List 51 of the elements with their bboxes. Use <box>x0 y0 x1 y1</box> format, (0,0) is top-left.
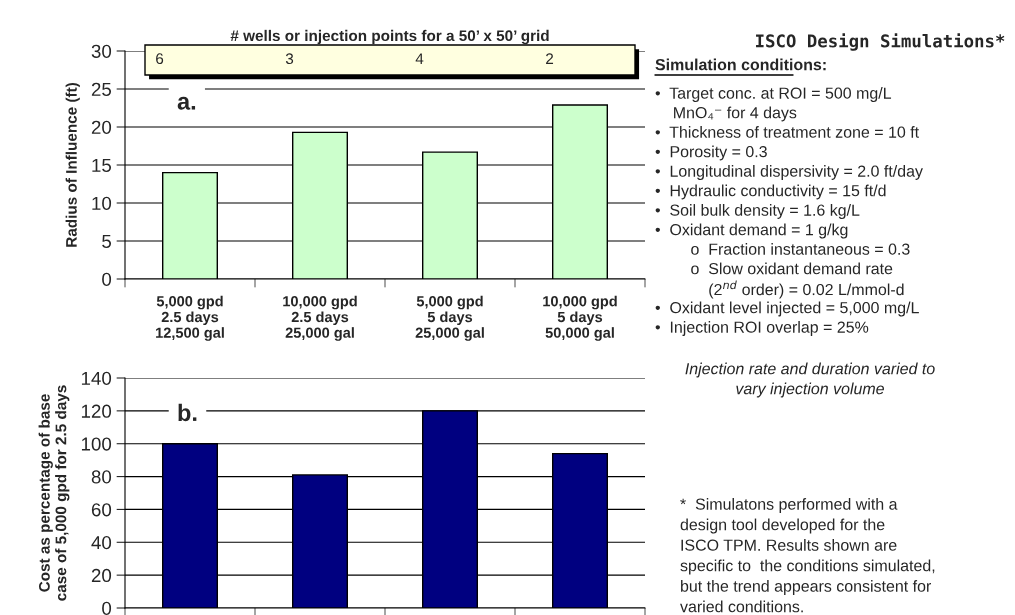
text: specific to the conditions simulated, <box>680 559 935 575</box>
text: o Slow oxidant demand rate <box>691 262 893 275</box>
y-axis-title: Radius of Influence (ft) <box>65 83 80 247</box>
text: • Oxidant demand = 1 g/kg <box>655 223 848 239</box>
text: but the trend appears consistent for <box>681 580 932 595</box>
text: Simulation conditions: <box>655 58 826 71</box>
text: design tool developed for the <box>680 518 885 534</box>
y-tick-label: 25 <box>91 82 112 96</box>
y-tick-label: 100 <box>81 437 112 451</box>
text: • Oxidant level injected = 5,000 mg/L <box>655 301 919 317</box>
text: • Hydraulic conductivity = 15 ft/d <box>655 184 886 200</box>
text: • Injection ROI overlap = 25% <box>655 321 869 336</box>
x-tick-label: 5,000 gpd 2.5 days 12,500 gal <box>156 295 224 341</box>
annotation: b. <box>178 403 197 422</box>
text: • Thickness of treatment zone = 10 ft <box>655 126 919 138</box>
x-tick-label: 10,000 gpd 5 days 50,000 gal <box>543 295 617 341</box>
y-tick-label: 30 <box>91 44 112 58</box>
text: varied conditions. <box>680 600 803 613</box>
y-tick-label: 40 <box>91 535 112 550</box>
text: • Soil bulk density = 1.6 kg/L <box>655 204 860 219</box>
text: ISCO Design Simulations* <box>756 33 1005 51</box>
text: o Fraction instantaneous = 0.3 <box>691 243 910 255</box>
y-tick-label: 20 <box>91 120 112 134</box>
y-tick-label: 120 <box>81 404 112 418</box>
y-tick-label: 60 <box>91 503 112 517</box>
text: • Longitudinal dispersivity = 2.0 ft/day <box>655 165 923 180</box>
chart-title: # wells or injection points for a 50’ x 50’ grid <box>230 29 549 45</box>
y-tick-label: 0 <box>102 601 112 615</box>
annotation: 3 <box>285 53 294 65</box>
y-tick-label: 80 <box>91 470 112 484</box>
annotation: a. <box>177 96 196 110</box>
y-tick-label: 10 <box>92 196 112 210</box>
x-tick-label: 5,000 gpd 5 days 25,000 gal <box>415 295 484 341</box>
annotation: 2 <box>546 53 554 64</box>
text: Injection rate and duration varied to <box>685 362 935 378</box>
text: • Target conc. at ROI = 500 mg/L <box>655 87 892 102</box>
text: ISCO TPM. Results shown are <box>681 539 897 551</box>
text: MnO₄⁻ for 4 days <box>674 106 797 122</box>
annotation: 6 <box>156 53 164 65</box>
text: • Porosity = 0.3 <box>655 145 767 161</box>
text: (2$^{nd}$ order) = 0.02 L/mmol-d <box>709 280 904 299</box>
y-tick-label: 15 <box>92 158 112 172</box>
y-tick-label: 0 <box>102 272 112 286</box>
text: * Simulatons performed with a <box>680 498 898 513</box>
y-axis-title: Cost as percentage of base case of 5,000 gpd for 2.5 days <box>38 385 70 601</box>
y-tick-label: 20 <box>91 568 112 583</box>
y-tick-label: 140 <box>81 371 112 385</box>
text: vary injection volume <box>736 382 884 398</box>
y-tick-label: 5 <box>102 234 112 248</box>
annotation: 4 <box>415 53 424 64</box>
x-tick-label: 10,000 gpd 2.5 days 25,000 gal <box>283 295 357 341</box>
